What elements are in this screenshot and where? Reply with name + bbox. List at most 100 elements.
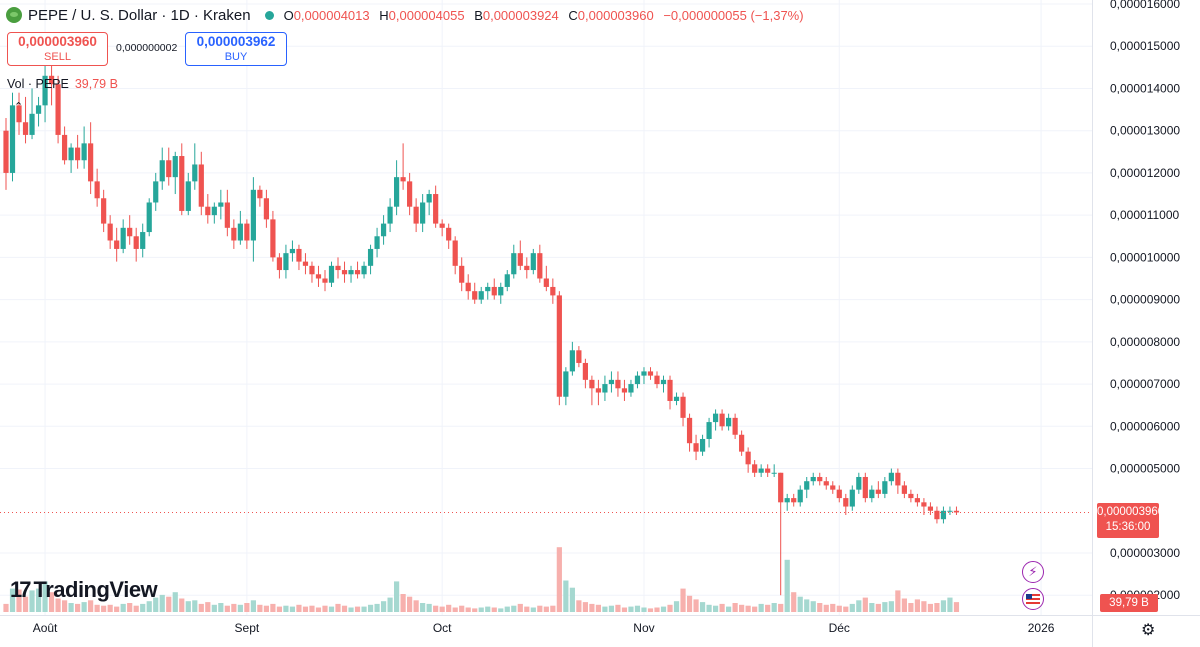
chart-legend-header: PEPE / U. S. Dollar · 1D · Kraken O0,000… <box>6 4 810 26</box>
candle-body <box>224 202 230 228</box>
tradingview-logo[interactable]: 17 TradingView <box>10 577 158 603</box>
volume-bar <box>81 602 87 612</box>
candle-body <box>947 510 953 512</box>
price-axis-label: 0,000010000 <box>1110 250 1180 264</box>
candle-body <box>42 75 48 106</box>
volume-bar <box>283 605 289 612</box>
volume-bar <box>244 603 250 612</box>
volume-bar <box>446 604 452 612</box>
low-value: 0,000003924 <box>482 7 559 23</box>
volume-bar <box>569 587 575 612</box>
volume-bar <box>94 604 100 612</box>
candle-body <box>166 160 172 178</box>
candle-body <box>237 223 243 241</box>
candle-body <box>888 472 894 482</box>
candle-body <box>198 164 204 207</box>
current-volume-tag: 39,79 B <box>1100 594 1158 612</box>
candle-body <box>140 232 146 249</box>
volume-bar <box>328 606 335 612</box>
candle-body <box>921 502 927 507</box>
candle-body <box>654 375 660 385</box>
volume-bar <box>452 607 458 612</box>
volume-bar <box>394 581 400 612</box>
open-value: 0,000004013 <box>293 7 370 23</box>
candle-body <box>257 189 263 199</box>
volume-bar <box>341 605 348 612</box>
price-axis-label: 0,000009000 <box>1110 293 1180 307</box>
volume-bar <box>101 605 107 612</box>
volume-bar <box>947 597 953 612</box>
candle-body <box>114 240 120 249</box>
candle-body <box>686 417 693 444</box>
volume-legend-label: Vol · PEPE <box>7 77 69 91</box>
candle-body <box>354 270 361 275</box>
candle-body <box>426 194 432 203</box>
candle-body <box>530 253 536 271</box>
volume-bar <box>667 604 673 612</box>
collapse-chevron-icon[interactable]: ⌃ <box>14 101 24 113</box>
volume-bar <box>921 601 927 612</box>
volume-bar <box>537 605 543 612</box>
volume-bar <box>127 603 133 612</box>
tradingview-logo-text: TradingView <box>33 577 158 602</box>
candle-body <box>146 202 152 233</box>
volume-bar <box>699 602 706 612</box>
us-flag-icon[interactable] <box>1022 588 1044 610</box>
ohlc-values: O0,000004013 H0,000004055 B0,000003924 C… <box>284 8 810 23</box>
volume-bar <box>407 596 413 612</box>
candle-body <box>537 253 543 279</box>
volume-bar <box>784 559 790 612</box>
volume-bar <box>250 600 256 612</box>
volume-bar <box>322 605 328 612</box>
volume-bar <box>198 603 204 612</box>
candle-body <box>608 379 615 385</box>
volume-bar <box>231 603 237 612</box>
volume-bar <box>9 588 16 612</box>
volume-bar <box>511 605 517 612</box>
candle-body <box>778 472 784 503</box>
candle-body <box>485 286 491 292</box>
candle-body <box>680 396 686 418</box>
close-label: C <box>568 7 578 23</box>
candle-body <box>413 206 419 224</box>
candle-body <box>875 489 881 494</box>
volume-bar <box>400 594 406 612</box>
price-axis-label: 0,000005000 <box>1110 462 1180 476</box>
price-axis-label: 0,000006000 <box>1110 419 1180 433</box>
buy-button[interactable]: 0,000003962 BUY <box>185 32 287 66</box>
volume-bar <box>856 600 862 612</box>
candle-body <box>3 130 9 173</box>
volume-bar <box>465 607 471 612</box>
volume-bar <box>504 606 510 612</box>
candle-body <box>459 265 465 283</box>
candle-body <box>16 105 22 123</box>
sell-button[interactable]: 0,000003960 SELL <box>7 32 108 66</box>
candle-body <box>602 384 608 393</box>
volume-bar <box>61 600 68 612</box>
candle-body <box>914 498 920 503</box>
candle-body <box>908 493 914 499</box>
volume-bar <box>739 604 745 612</box>
candle-body <box>524 265 530 271</box>
settings-gear-icon[interactable]: ⚙︎ <box>1141 622 1156 639</box>
volume-legend[interactable]: Vol · PEPE 39,79 B <box>7 77 118 91</box>
candle-body <box>621 388 628 393</box>
price-axis-label: 0,000013000 <box>1110 124 1180 138</box>
candle-body <box>185 181 191 211</box>
volume-bar <box>88 600 94 612</box>
candle-body <box>543 278 549 287</box>
volume-bar <box>439 606 445 612</box>
volume-bar <box>426 603 432 612</box>
candle-body <box>739 434 745 452</box>
volume-bar <box>302 606 309 612</box>
candle-body <box>309 265 315 275</box>
symbol-title[interactable]: PEPE / U. S. Dollar · 1D · Kraken <box>28 6 251 24</box>
lightning-icon[interactable]: ⚡︎ <box>1022 561 1044 583</box>
close-value: 0,000003960 <box>577 7 654 23</box>
candle-body <box>211 206 217 216</box>
volume-bar <box>289 606 296 612</box>
volume-bar <box>641 607 647 612</box>
volume-bar <box>693 599 699 612</box>
volume-bar <box>485 606 491 612</box>
